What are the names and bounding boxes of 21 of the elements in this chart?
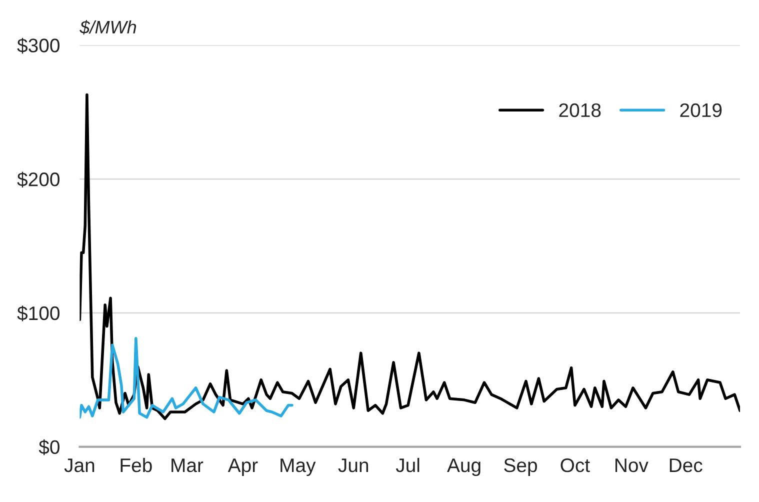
x-tick-label: Mar — [172, 458, 204, 472]
legend-label: 2019 — [680, 103, 722, 118]
x-tick-label: May — [280, 458, 316, 476]
y-tick-label: $100 — [17, 306, 60, 322]
x-tick-label: Sep — [504, 458, 538, 476]
x-tick-label: Jul — [396, 458, 420, 472]
x-tick-label: Dec — [670, 458, 702, 472]
y-axis-title: $/MWh — [80, 20, 136, 35]
x-tick-label: Nov — [615, 458, 648, 472]
x-tick-label: Jun — [338, 458, 368, 472]
line-series — [80, 336, 294, 419]
x-tick-label: Jan — [64, 458, 94, 472]
line-series — [80, 93, 740, 420]
y-tick-label: $300 — [17, 38, 60, 54]
legend-label: 2018 — [559, 103, 601, 118]
x-tick-label: Apr — [228, 458, 258, 476]
x-tick-label: Feb — [120, 458, 152, 472]
x-tick-label: Oct — [560, 458, 590, 472]
y-tick-label: $0 — [38, 439, 60, 456]
x-tick-label: Aug — [447, 458, 480, 476]
y-tick-label: $200 — [17, 172, 60, 188]
